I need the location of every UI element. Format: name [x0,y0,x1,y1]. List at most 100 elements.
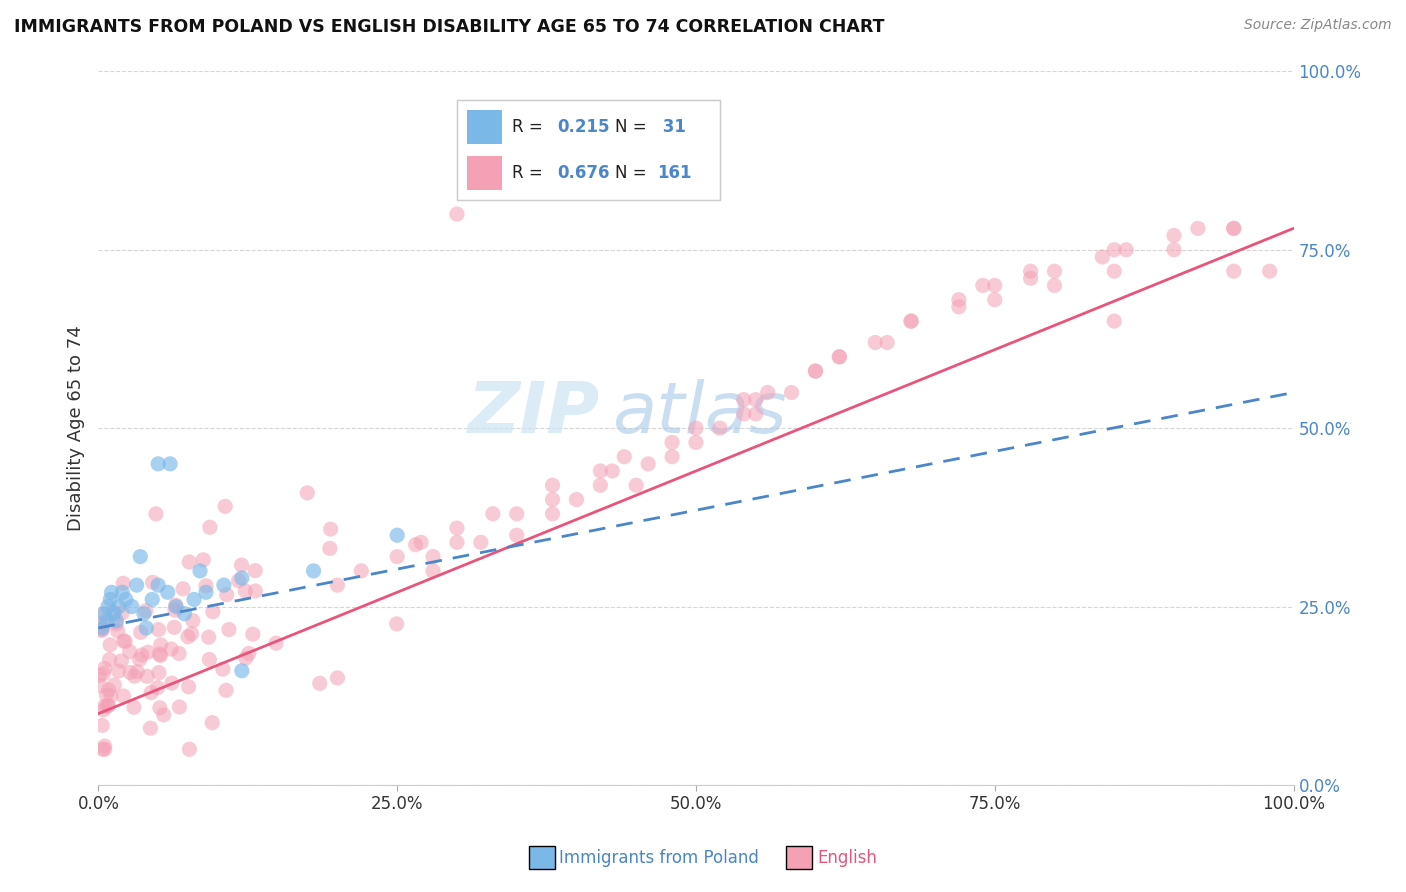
Point [231,571,253,585]
Point [181,614,204,628]
Point [96,689,118,703]
Point [756,385,779,400]
Point [90,679,112,693]
Point [685,435,707,450]
Point [422,564,444,578]
Point [828,350,851,364]
Text: atlas: atlas [613,379,787,449]
Point [446,207,468,221]
Point [107,599,129,614]
Point [160,642,183,657]
Point [93,703,115,717]
Point [93,739,115,753]
Point [160,676,183,690]
Text: Source: ZipAtlas.com: Source: ZipAtlas.com [1244,18,1392,32]
Point [93,699,115,714]
Point [972,278,994,293]
Point [865,335,887,350]
Point [177,630,200,644]
Point [900,314,922,328]
Point [107,664,129,678]
Point [120,665,142,680]
Point [215,588,238,602]
Point [661,450,683,464]
FancyBboxPatch shape [529,847,555,869]
Point [212,578,235,592]
Point [242,627,264,641]
Point [100,585,122,599]
Point [111,606,134,620]
Point [238,647,260,661]
Point [105,614,128,628]
Point [179,742,201,756]
Point [541,492,564,507]
Text: Immigrants from Poland: Immigrants from Poland [558,849,758,867]
Point [136,669,159,683]
Point [626,478,648,492]
FancyBboxPatch shape [786,847,811,869]
Point [127,665,149,679]
Point [165,598,187,612]
Point [129,625,152,640]
Point [179,555,201,569]
Point [135,604,157,618]
Point [97,682,120,697]
Point [91,718,114,732]
Text: English: English [818,849,877,867]
Point [214,500,236,514]
Point [159,457,181,471]
Point [148,647,170,661]
Point [148,457,170,471]
Point [1187,221,1209,235]
Point [121,599,143,614]
Point [131,648,153,662]
Point [193,553,215,567]
Point [136,645,159,659]
Point [661,435,683,450]
Point [218,623,240,637]
Point [98,592,122,607]
Point [1163,228,1185,243]
Point [876,335,898,350]
Point [385,616,408,631]
Point [231,558,253,572]
Point [446,521,468,535]
Point [90,624,112,638]
Point [103,607,125,621]
Point [637,457,659,471]
Point [180,627,202,641]
Point [129,549,152,564]
Point [319,522,342,536]
Point [98,652,121,666]
Point [1223,221,1246,235]
Point [326,578,349,592]
Point [93,666,115,681]
Point [124,669,146,683]
Point [231,664,253,678]
Point [165,599,187,614]
Point [89,668,111,682]
Point [172,582,194,596]
Point [183,592,205,607]
Point [828,350,851,364]
Point [91,616,114,631]
Point [148,665,170,680]
Point [195,585,218,599]
Point [541,478,564,492]
Point [984,278,1007,293]
Point [745,407,768,421]
Point [1223,264,1246,278]
Point [167,647,190,661]
Point [97,698,120,713]
Point [1019,271,1042,285]
Point [422,549,444,564]
Point [506,507,529,521]
Point [112,689,135,703]
Point [201,605,224,619]
Point [97,599,120,614]
Point [139,721,162,735]
Point [107,624,129,638]
Point [198,652,221,666]
Point [326,671,349,685]
Point [118,644,141,658]
